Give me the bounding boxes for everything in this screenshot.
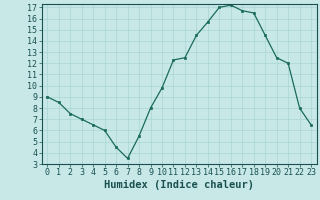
X-axis label: Humidex (Indice chaleur): Humidex (Indice chaleur) bbox=[104, 180, 254, 190]
